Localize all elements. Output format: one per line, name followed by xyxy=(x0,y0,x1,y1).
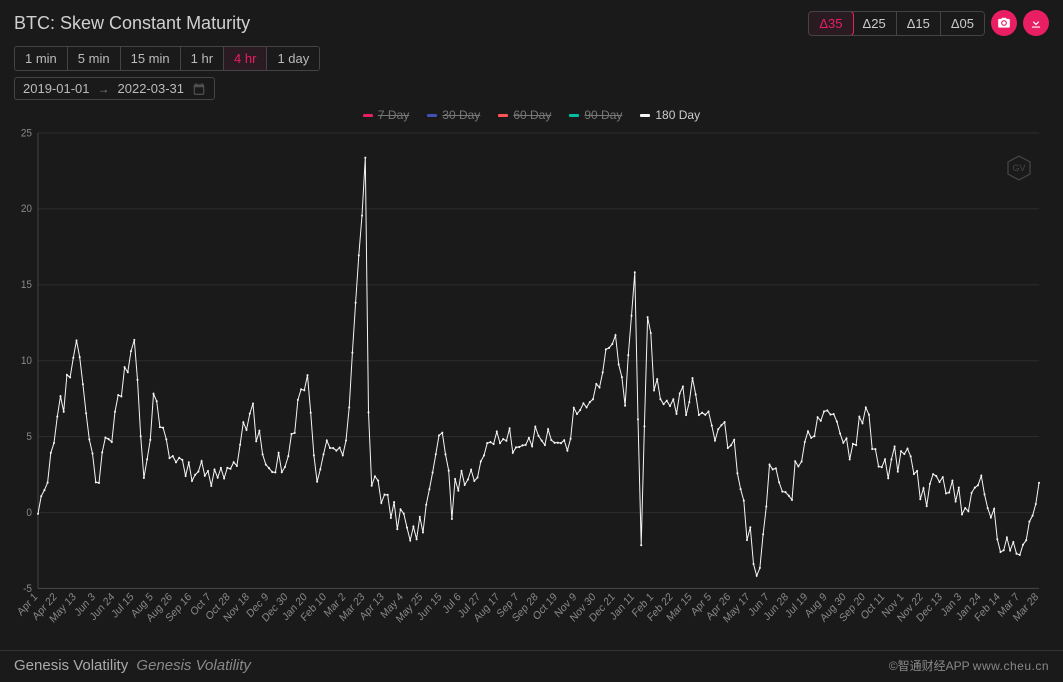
date-to: 2022-03-31 xyxy=(118,81,185,96)
svg-text:GV: GV xyxy=(1012,163,1025,173)
arrow-right-icon: → xyxy=(98,82,110,96)
footer-source: Genesis Volatility xyxy=(14,657,128,674)
footer-url: www.cheu.cn xyxy=(973,659,1049,673)
timeframe-toggle-group: 1 min5 min15 min1 hr4 hr1 day xyxy=(14,46,320,71)
controls: 1 min5 min15 min1 hr4 hr1 day 2019-01-01… xyxy=(0,42,1063,104)
delta-option[interactable]: Δ15 xyxy=(897,12,941,35)
footer: Genesis Volatility Genesis Volatility ©智… xyxy=(0,650,1063,682)
timeframe-option[interactable]: 1 day xyxy=(267,47,319,70)
legend-item[interactable]: 60 Day xyxy=(498,108,551,122)
header: BTC: Skew Constant Maturity Δ35Δ25Δ15Δ05 xyxy=(0,0,1063,42)
svg-text:10: 10 xyxy=(21,355,32,368)
timeframe-option[interactable]: 4 hr xyxy=(224,47,267,70)
legend-item[interactable]: 180 Day xyxy=(640,108,700,122)
legend-label: 90 Day xyxy=(584,108,622,122)
camera-icon xyxy=(997,16,1011,30)
timeframe-option[interactable]: 15 min xyxy=(121,47,181,70)
svg-text:20: 20 xyxy=(21,203,32,216)
legend-label: 30 Day xyxy=(442,108,480,122)
gv-badge-icon: GV xyxy=(1005,154,1033,187)
footer-source-italic: Genesis Volatility xyxy=(136,657,251,674)
legend-label: 180 Day xyxy=(655,108,700,122)
calendar-icon xyxy=(192,82,206,96)
delta-option[interactable]: Δ05 xyxy=(941,12,984,35)
download-icon xyxy=(1029,16,1043,30)
date-range-picker[interactable]: 2019-01-01 → 2022-03-31 xyxy=(14,77,215,100)
svg-text:0: 0 xyxy=(26,506,32,519)
app-root: BTC: Skew Constant Maturity Δ35Δ25Δ15Δ05… xyxy=(0,0,1063,682)
legend-label: 60 Day xyxy=(513,108,551,122)
svg-text:25: 25 xyxy=(21,127,32,140)
legend-swatch xyxy=(569,114,579,117)
legend-swatch xyxy=(363,114,373,117)
footer-copyright: ©智通财经APP xyxy=(889,659,970,673)
delta-toggle-group: Δ35Δ25Δ15Δ05 xyxy=(808,11,985,36)
legend-label: 7 Day xyxy=(378,108,409,122)
footer-watermark: ©智通财经APP www.cheu.cn xyxy=(889,657,1049,674)
legend-item[interactable]: 90 Day xyxy=(569,108,622,122)
timeframe-option[interactable]: 5 min xyxy=(68,47,121,70)
timeframe-option[interactable]: 1 min xyxy=(15,47,68,70)
legend-item[interactable]: 30 Day xyxy=(427,108,480,122)
date-from: 2019-01-01 xyxy=(23,81,90,96)
svg-text:15: 15 xyxy=(21,279,32,292)
legend-swatch xyxy=(498,114,508,117)
download-button[interactable] xyxy=(1023,10,1049,36)
legend-swatch xyxy=(427,114,437,117)
legend: 7 Day 30 Day 60 Day 90 Day 180 Day xyxy=(0,104,1063,124)
page-title: BTC: Skew Constant Maturity xyxy=(14,13,250,34)
legend-swatch xyxy=(640,114,650,117)
delta-option[interactable]: Δ35 xyxy=(808,11,853,36)
header-actions: Δ35Δ25Δ15Δ05 xyxy=(808,10,1049,36)
line-chart[interactable]: -50510152025Apr 1Apr 22May 13Jun 3Jun 24… xyxy=(6,124,1049,650)
timeframe-option[interactable]: 1 hr xyxy=(181,47,224,70)
screenshot-button[interactable] xyxy=(991,10,1017,36)
svg-text:5: 5 xyxy=(26,430,32,443)
chart-area: -50510152025Apr 1Apr 22May 13Jun 3Jun 24… xyxy=(0,124,1063,650)
delta-option[interactable]: Δ25 xyxy=(853,12,897,35)
legend-item[interactable]: 7 Day xyxy=(363,108,409,122)
footer-attribution: Genesis Volatility Genesis Volatility xyxy=(14,657,251,674)
